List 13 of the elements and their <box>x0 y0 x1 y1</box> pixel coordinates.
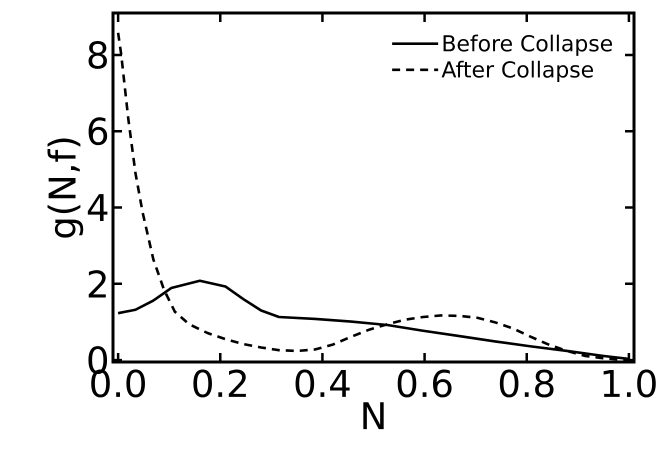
y-tick-label: 2 <box>88 270 106 298</box>
legend-label: After Collapse <box>442 60 593 82</box>
y-tick-label: 6 <box>88 117 108 146</box>
x-tick-label: 0.6 <box>398 370 452 398</box>
y-axis-title: g(N,f) <box>48 138 84 238</box>
x-tick-label: 0.8 <box>500 370 554 398</box>
x-tick-label: 0.2 <box>193 370 246 398</box>
legend-label: Before Collapse <box>444 34 612 56</box>
y-tick-label: 4 <box>88 194 108 221</box>
x-tick-label: 1.0 <box>604 370 656 398</box>
y-tick-label: 8 <box>88 41 107 69</box>
x-axis-title: N <box>363 402 384 430</box>
x-tick-label: 0.4 <box>296 370 350 398</box>
